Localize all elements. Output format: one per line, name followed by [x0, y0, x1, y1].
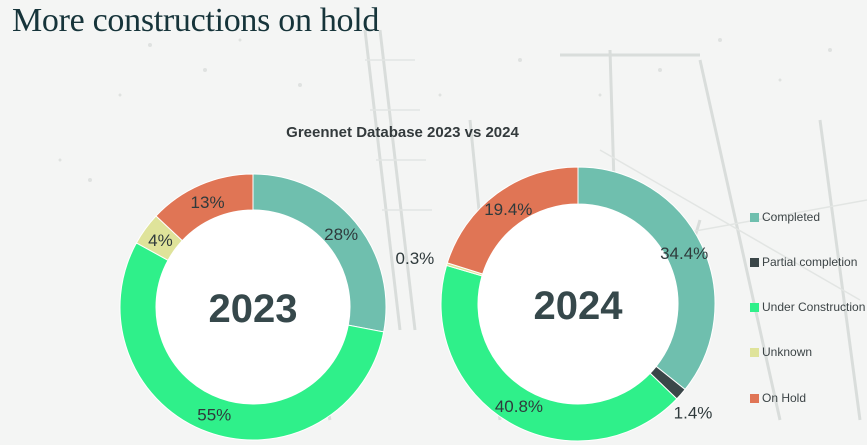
- chart-legend: Completed Partial completion Under Const…: [750, 0, 867, 445]
- slice-2024-completed: [577, 166, 716, 391]
- legend-label-under-construction: Under Construction: [762, 300, 866, 314]
- data-label-2024-under-construction: 40.8%: [495, 397, 543, 416]
- legend-swatch-completed: [750, 213, 759, 222]
- data-label-2023-on-hold: 13%: [191, 193, 225, 212]
- center-label-2024: 2024: [534, 284, 624, 328]
- legend-label-on-hold: On Hold: [762, 391, 807, 405]
- data-label-2024-on-hold: 19.4%: [484, 200, 532, 219]
- legend-swatch-under-construction: [750, 303, 759, 312]
- data-label-2024-completed: 34.4%: [660, 244, 708, 263]
- slice-2024-under-construction: [440, 264, 678, 442]
- legend-swatch-on-hold: [750, 394, 759, 403]
- data-label-2023-unknown: 4%: [148, 231, 173, 250]
- chart-title: Greennet Database 2023 vs 2024: [286, 124, 519, 141]
- donut-hole-2024: [478, 204, 678, 404]
- data-label-2024-unknown: 0.3%: [396, 249, 435, 268]
- slice-2024-on-hold: [446, 166, 579, 275]
- slice-2023-on-hold: [155, 173, 254, 242]
- page-title: More constructions on hold: [12, 2, 380, 39]
- data-label-2024-partial-completion: 1.4%: [674, 403, 713, 422]
- legend-label-partial-completion: Partial completion: [762, 255, 858, 269]
- legend-swatch-partial-completion: [750, 258, 759, 267]
- slice-2023-under-construction: [119, 242, 385, 441]
- legend-swatch-unknown: [750, 348, 759, 357]
- legend-label-completed: Completed: [762, 210, 821, 224]
- legend-label-unknown: Unknown: [762, 345, 813, 359]
- data-label-2023-under-construction: 55%: [197, 406, 231, 425]
- data-label-2023-completed: 28%: [324, 225, 358, 244]
- donut-hole-2023: [156, 210, 350, 404]
- center-label-2023: 2023: [209, 287, 298, 331]
